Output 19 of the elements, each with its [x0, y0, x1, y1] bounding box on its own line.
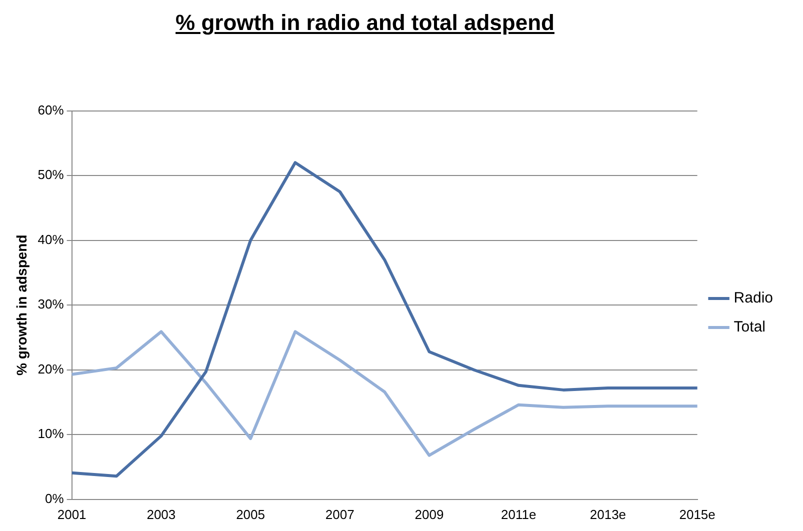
y-tick-label: 40% — [38, 232, 64, 247]
x-tick-label: 2009 — [414, 506, 444, 522]
legend-label: Radio — [734, 290, 774, 307]
y-tick-label: 10% — [38, 426, 64, 442]
legend-label: Total — [734, 318, 766, 336]
y-tick-label: 60% — [38, 102, 64, 118]
x-tick-label: 2001 — [57, 506, 86, 522]
x-tick-label: 2011e — [501, 506, 536, 522]
x-tick-label: 2013e — [590, 506, 626, 522]
chart-title: % growth in radio and total adspend — [174, 10, 556, 36]
x-tick-label: 2005 — [236, 506, 265, 522]
x-tick-label: 2003 — [146, 506, 176, 522]
x-tick-label: 2007 — [325, 506, 354, 522]
y-tick-label: 30% — [38, 296, 64, 312]
y-tick-label: 0% — [45, 490, 64, 506]
y-tick-label: 20% — [38, 361, 64, 376]
y-tick-label: 50% — [38, 167, 64, 182]
x-tick-label: 2015e — [679, 506, 716, 522]
y-axis-title: % growth in adspend — [13, 234, 30, 376]
